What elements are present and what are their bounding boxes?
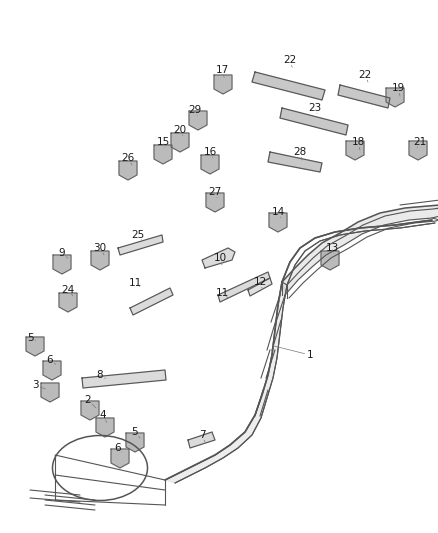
Text: 24: 24 <box>61 285 74 295</box>
Text: 22: 22 <box>283 55 297 65</box>
Text: 9: 9 <box>59 248 65 258</box>
Polygon shape <box>111 449 129 468</box>
Text: 23: 23 <box>308 103 321 113</box>
Text: 14: 14 <box>272 207 285 217</box>
Polygon shape <box>252 72 325 100</box>
Text: 15: 15 <box>156 137 170 147</box>
Text: 4: 4 <box>100 410 106 420</box>
Text: 28: 28 <box>293 147 307 157</box>
Polygon shape <box>96 418 114 437</box>
Polygon shape <box>41 383 59 402</box>
Text: 5: 5 <box>27 333 33 343</box>
Polygon shape <box>43 361 61 380</box>
Polygon shape <box>53 255 71 274</box>
Text: 10: 10 <box>213 253 226 263</box>
Text: 26: 26 <box>121 153 134 163</box>
Polygon shape <box>201 155 219 174</box>
Polygon shape <box>82 370 166 388</box>
Text: 22: 22 <box>358 70 371 80</box>
Text: 21: 21 <box>413 137 427 147</box>
Polygon shape <box>59 293 77 312</box>
Text: 19: 19 <box>392 83 405 93</box>
Text: 11: 11 <box>128 278 141 288</box>
Polygon shape <box>346 141 364 160</box>
Text: 12: 12 <box>253 277 267 287</box>
Polygon shape <box>118 235 163 255</box>
Text: 27: 27 <box>208 187 222 197</box>
Text: 16: 16 <box>203 147 217 157</box>
Text: 6: 6 <box>115 443 121 453</box>
Text: 29: 29 <box>188 105 201 115</box>
Polygon shape <box>130 288 173 315</box>
Polygon shape <box>268 152 322 172</box>
Polygon shape <box>81 401 99 420</box>
Text: 18: 18 <box>351 137 364 147</box>
Text: 5: 5 <box>132 427 138 437</box>
Text: 8: 8 <box>97 370 103 380</box>
Polygon shape <box>171 133 189 152</box>
Text: 2: 2 <box>85 395 91 405</box>
Text: 1: 1 <box>307 350 313 360</box>
Polygon shape <box>269 213 287 232</box>
Polygon shape <box>214 75 232 94</box>
Polygon shape <box>409 141 427 160</box>
Polygon shape <box>165 282 287 483</box>
Polygon shape <box>126 433 144 452</box>
Polygon shape <box>119 161 137 180</box>
Polygon shape <box>386 88 404 107</box>
Polygon shape <box>206 193 224 212</box>
Text: 25: 25 <box>131 230 145 240</box>
Text: 6: 6 <box>47 355 53 365</box>
Polygon shape <box>91 251 109 270</box>
Polygon shape <box>321 251 339 270</box>
Text: 7: 7 <box>199 430 205 440</box>
Text: 30: 30 <box>93 243 106 253</box>
Polygon shape <box>189 111 207 130</box>
Polygon shape <box>280 108 348 135</box>
Polygon shape <box>26 337 44 356</box>
Text: 13: 13 <box>325 243 339 253</box>
Polygon shape <box>248 278 272 296</box>
Polygon shape <box>282 205 438 295</box>
Text: 11: 11 <box>215 288 229 298</box>
Polygon shape <box>188 432 215 448</box>
Text: 3: 3 <box>32 380 38 390</box>
Polygon shape <box>154 145 172 164</box>
Polygon shape <box>202 248 235 268</box>
Text: 17: 17 <box>215 65 229 75</box>
Polygon shape <box>338 85 390 108</box>
Text: 20: 20 <box>173 125 187 135</box>
Polygon shape <box>218 272 270 302</box>
